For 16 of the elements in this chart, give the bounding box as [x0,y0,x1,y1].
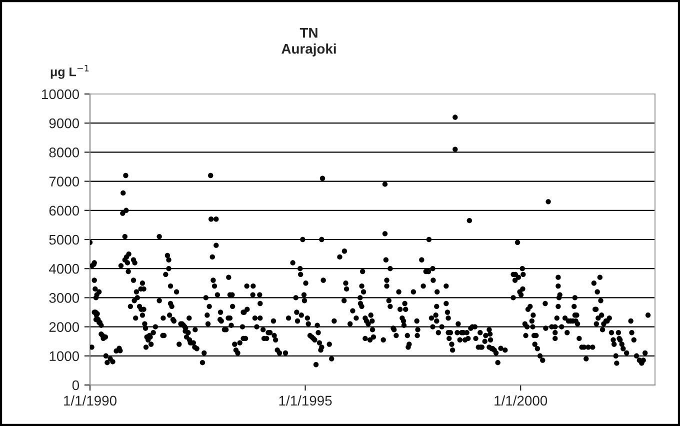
x-tick-label: 1/1/1990 [64,395,116,406]
y-tick-label: 2000 [49,322,80,332]
x-tick-label: 1/1/1995 [279,395,332,406]
y-tick-label: 4000 [49,264,80,274]
y-tick-label: 10000 [42,89,80,100]
y-tick-label: 9000 [49,118,80,128]
y-tick-label: 6000 [49,206,80,216]
y-tick-label: 5000 [49,234,80,245]
y-tick-label: 0 [72,380,80,390]
y-tick-label: 7000 [49,176,80,186]
chart-title: TN Aurajoki [282,28,336,56]
x-tick-label: 1/1/2000 [494,395,548,406]
y-tick-label: 8000 [49,148,80,158]
y-axis-title: μg L$^{−1}$ [50,65,89,79]
y-tick-label: 1000 [50,351,80,362]
y-tick-label: 3000 [49,293,80,303]
